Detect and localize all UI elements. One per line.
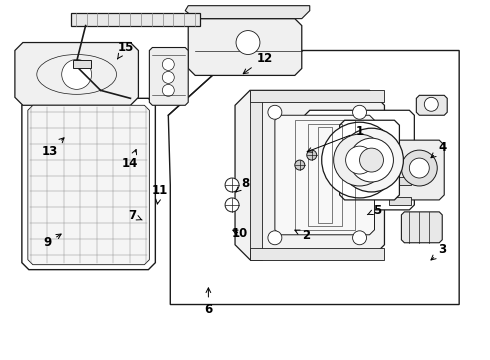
Circle shape bbox=[225, 198, 239, 212]
Polygon shape bbox=[394, 140, 444, 200]
Text: 12: 12 bbox=[243, 51, 272, 74]
Text: 4: 4 bbox=[431, 141, 447, 158]
Polygon shape bbox=[340, 120, 399, 200]
Circle shape bbox=[353, 105, 367, 119]
Polygon shape bbox=[390, 177, 412, 185]
Circle shape bbox=[162, 71, 174, 84]
Polygon shape bbox=[149, 48, 188, 105]
Text: 14: 14 bbox=[122, 149, 139, 170]
Circle shape bbox=[236, 31, 260, 54]
Circle shape bbox=[162, 58, 174, 71]
Text: 2: 2 bbox=[295, 229, 310, 242]
Circle shape bbox=[345, 146, 373, 174]
Text: 5: 5 bbox=[368, 204, 381, 217]
Polygon shape bbox=[340, 148, 355, 170]
Polygon shape bbox=[305, 110, 415, 210]
Polygon shape bbox=[71, 13, 200, 26]
Polygon shape bbox=[73, 60, 91, 68]
Text: 9: 9 bbox=[43, 234, 61, 249]
Circle shape bbox=[424, 97, 438, 111]
Text: 11: 11 bbox=[151, 184, 168, 204]
Text: 13: 13 bbox=[42, 138, 64, 158]
Circle shape bbox=[401, 150, 437, 186]
Polygon shape bbox=[22, 98, 155, 270]
Text: 6: 6 bbox=[204, 288, 213, 316]
Text: 3: 3 bbox=[431, 243, 447, 260]
Polygon shape bbox=[401, 212, 442, 243]
Circle shape bbox=[334, 134, 386, 186]
Circle shape bbox=[62, 59, 92, 89]
Circle shape bbox=[295, 160, 305, 170]
Polygon shape bbox=[15, 42, 138, 105]
Polygon shape bbox=[390, 197, 412, 205]
Circle shape bbox=[307, 150, 317, 160]
Polygon shape bbox=[235, 90, 385, 260]
Polygon shape bbox=[28, 105, 149, 265]
Polygon shape bbox=[185, 6, 310, 19]
Circle shape bbox=[360, 148, 384, 172]
Circle shape bbox=[353, 231, 367, 245]
Circle shape bbox=[225, 178, 239, 192]
Polygon shape bbox=[250, 90, 262, 260]
Circle shape bbox=[409, 158, 429, 178]
Text: 15: 15 bbox=[117, 41, 134, 59]
Circle shape bbox=[322, 122, 397, 198]
Circle shape bbox=[162, 84, 174, 96]
Polygon shape bbox=[188, 19, 302, 75]
Polygon shape bbox=[416, 95, 447, 115]
Circle shape bbox=[268, 105, 282, 119]
Text: 10: 10 bbox=[232, 227, 248, 240]
Circle shape bbox=[268, 231, 282, 245]
Circle shape bbox=[349, 138, 393, 182]
Polygon shape bbox=[250, 248, 385, 260]
Text: 1: 1 bbox=[307, 125, 364, 152]
Polygon shape bbox=[168, 50, 459, 305]
Polygon shape bbox=[275, 115, 374, 235]
Text: 8: 8 bbox=[236, 177, 249, 192]
Circle shape bbox=[340, 128, 403, 192]
Polygon shape bbox=[250, 90, 385, 102]
Text: 7: 7 bbox=[129, 210, 142, 222]
